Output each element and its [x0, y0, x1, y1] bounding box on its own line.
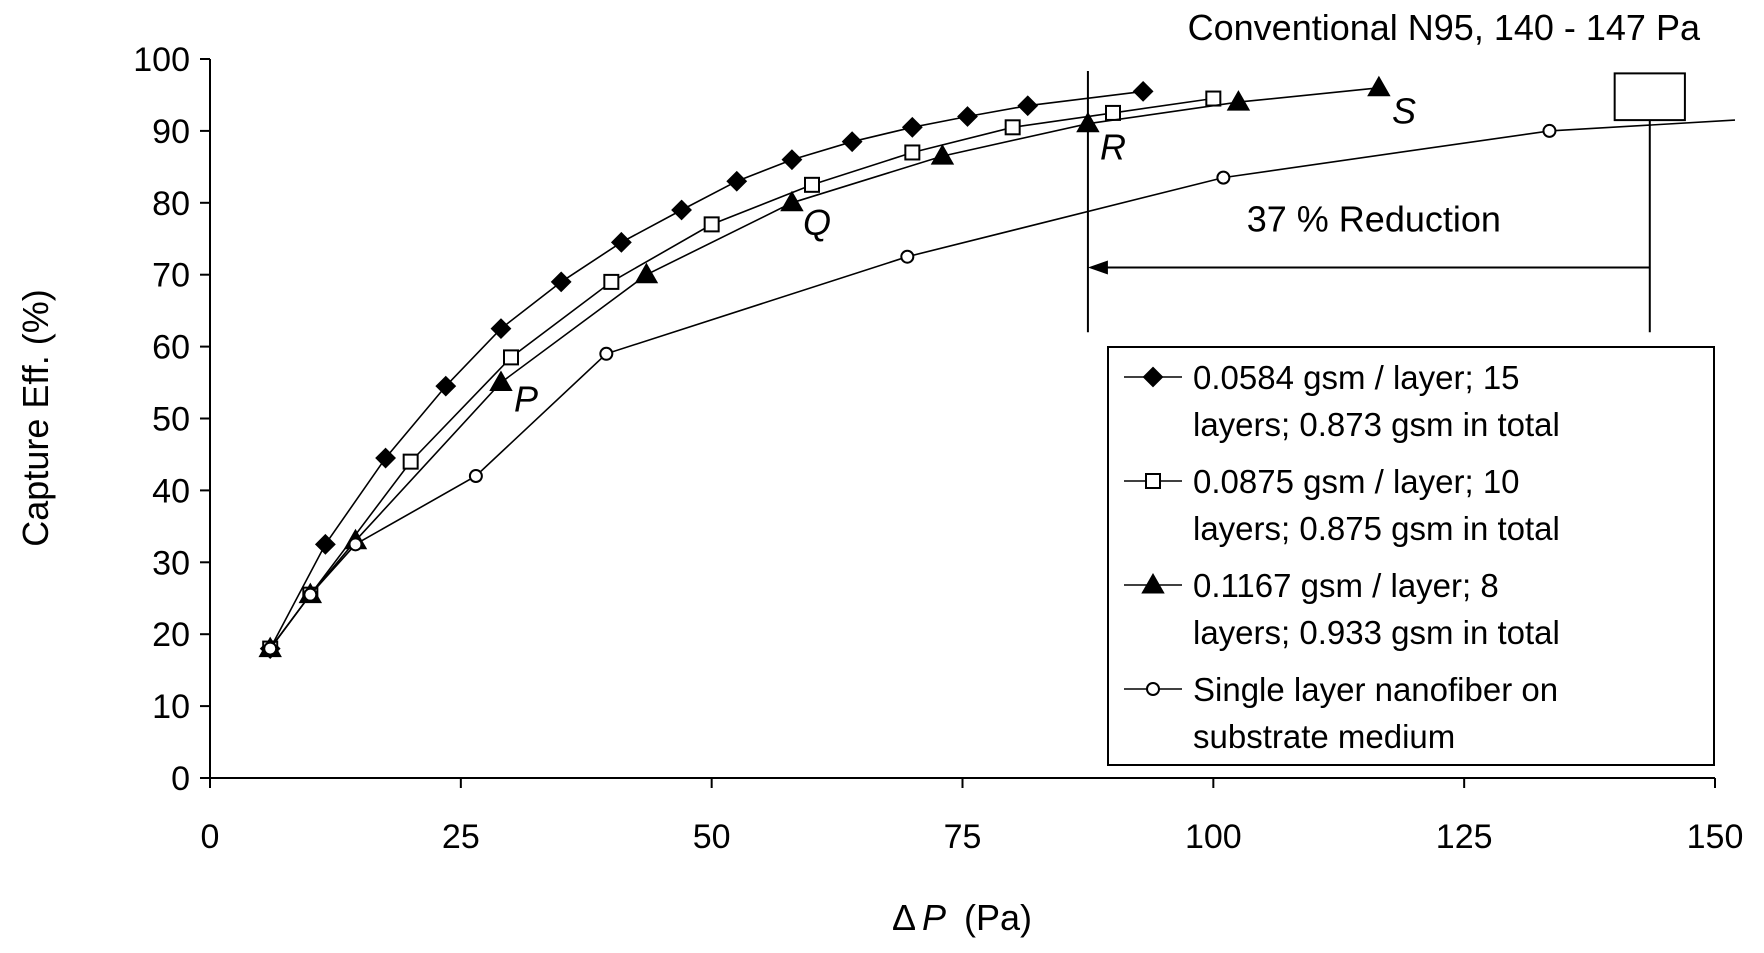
- series-4-point: [1217, 172, 1229, 184]
- legend-label-3: layers; 0.933 gsm in total: [1193, 614, 1560, 651]
- point-label-q: Q: [803, 202, 831, 243]
- legend-label-4: substrate medium: [1193, 718, 1455, 755]
- legend-label-2: layers; 0.875 gsm in total: [1193, 510, 1560, 547]
- series-1-point: [552, 273, 570, 291]
- series-2-point: [905, 145, 919, 159]
- y-axis-title: Capture Eff. (%): [15, 289, 56, 546]
- x-tick-label: 25: [442, 818, 480, 856]
- x-tick-label: 75: [944, 818, 982, 856]
- series-2-point: [604, 275, 618, 289]
- series-4-point: [600, 348, 612, 360]
- series-4-point: [901, 251, 913, 263]
- y-tick-label: 40: [152, 472, 190, 510]
- conventional-n95-box: [1615, 73, 1685, 120]
- y-tick-label: 90: [152, 113, 190, 151]
- series-4-point: [349, 538, 361, 550]
- series-1-point: [843, 133, 861, 151]
- series-4-point: [304, 589, 316, 601]
- legend-label-3: 0.1167 gsm / layer; 8: [1193, 567, 1499, 604]
- series-2-point: [705, 217, 719, 231]
- series-1-point: [316, 535, 334, 553]
- point-label-r: R: [1100, 127, 1126, 168]
- y-tick-label: 0: [171, 760, 190, 798]
- legend-label-1: 0.0584 gsm / layer; 15: [1193, 359, 1520, 396]
- series-1-point: [377, 449, 395, 467]
- series-1-point: [1134, 82, 1152, 100]
- series-1-point: [673, 201, 691, 219]
- reduction-label: 37 % Reduction: [1247, 199, 1501, 240]
- legend-marker-4: [1147, 683, 1159, 695]
- series-1-point: [612, 233, 630, 251]
- series-1-point: [903, 118, 921, 136]
- conventional-n95-label: Conventional N95, 140 - 147 Pa: [1188, 7, 1701, 48]
- legend-marker-2: [1146, 474, 1160, 488]
- legend-label-4: Single layer nanofiber on: [1193, 671, 1558, 708]
- series-3-point: [1369, 78, 1389, 96]
- x-tick-label: 0: [201, 818, 220, 856]
- series-2-point: [805, 178, 819, 192]
- series-1-point: [959, 108, 977, 126]
- reduction-arrow-head: [1088, 261, 1108, 275]
- y-tick-label: 20: [152, 616, 190, 654]
- y-tick-label: 70: [152, 257, 190, 295]
- series-1-line: [270, 91, 1143, 648]
- legend-label-2: 0.0875 gsm / layer; 10: [1193, 463, 1520, 500]
- series-4-point: [470, 470, 482, 482]
- series-2-point: [1006, 120, 1020, 134]
- series-2-point: [1106, 106, 1120, 120]
- y-tick-label: 30: [152, 544, 190, 582]
- y-tick-label: 100: [133, 41, 190, 79]
- series-2-point: [404, 455, 418, 469]
- series-2-point: [504, 350, 518, 364]
- series-4-point: [1543, 125, 1555, 137]
- point-label-p: P: [514, 378, 538, 419]
- y-tick-label: 60: [152, 329, 190, 367]
- x-axis-title: ΔP (Pa): [892, 897, 1032, 938]
- series-4-point: [264, 643, 276, 655]
- y-tick-label: 50: [152, 401, 190, 439]
- legend: 0.0584 gsm / layer; 15 layers; 0.873 gsm …: [1108, 347, 1714, 765]
- x-tick-label: 125: [1436, 818, 1493, 856]
- y-tick-label: 80: [152, 185, 190, 223]
- series-1-point: [783, 151, 801, 169]
- y-tick-label: 10: [152, 688, 190, 726]
- legend-label-1: layers; 0.873 gsm in total: [1193, 406, 1560, 443]
- point-label-s: S: [1392, 91, 1416, 132]
- x-tick-label: 100: [1185, 818, 1242, 856]
- x-axis-title-symbol: Δ: [892, 897, 916, 938]
- x-axis-title-unit: (Pa): [964, 897, 1032, 938]
- x-tick-label: 150: [1687, 818, 1744, 856]
- series-1-point: [728, 172, 746, 190]
- annotations: Conventional N95, 140 - 147 Pa 37 % Redu…: [1088, 7, 1701, 332]
- x-tick-label: 50: [693, 818, 731, 856]
- x-axis-title-var: P: [922, 897, 946, 938]
- series-1-point: [1019, 97, 1037, 115]
- series-1: [261, 82, 1152, 657]
- series-3-point: [636, 265, 656, 283]
- series-2-point: [1206, 92, 1220, 106]
